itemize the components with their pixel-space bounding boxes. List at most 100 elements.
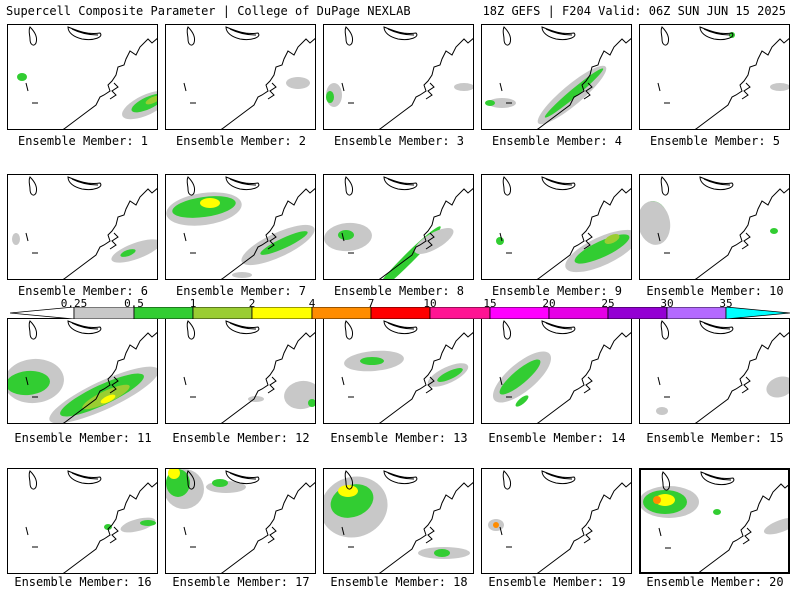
legend-swatch bbox=[311, 307, 372, 319]
chesapeake-bay-outline bbox=[267, 376, 277, 394]
scp-contour-area bbox=[145, 95, 157, 105]
map-canvas bbox=[324, 470, 473, 573]
scp-contour-area bbox=[493, 522, 499, 528]
map-canvas bbox=[166, 176, 315, 279]
inland-lake-marks bbox=[657, 232, 670, 254]
map-panel-member-9 bbox=[481, 174, 632, 280]
scp-contour-area bbox=[655, 494, 675, 506]
chesapeake-bay-outline bbox=[267, 82, 277, 100]
chesapeake-bay-outline bbox=[109, 232, 119, 250]
map-panel-member-2 bbox=[165, 24, 316, 130]
chesapeake-bay-outline bbox=[109, 526, 119, 544]
inland-lake-marks bbox=[183, 232, 196, 254]
map-panel-member-8 bbox=[323, 174, 474, 280]
scp-contour-area bbox=[437, 368, 463, 382]
legend-tick-label: 0.25 bbox=[60, 297, 88, 310]
map-panel-member-13 bbox=[323, 318, 474, 424]
lake-erie-ontario-outline bbox=[67, 470, 102, 484]
atlantic-coastline bbox=[62, 188, 157, 279]
atlantic-coastline bbox=[698, 483, 788, 572]
map-panel-member-4 bbox=[481, 24, 632, 130]
scp-contour-area bbox=[260, 231, 308, 255]
scp-contour-area bbox=[604, 234, 620, 244]
map-canvas bbox=[183, 320, 315, 423]
lake-michigan-outline bbox=[661, 471, 670, 491]
lake-erie-ontario-outline bbox=[541, 320, 576, 334]
legend-tick-label: 30 bbox=[660, 297, 674, 310]
run-valid-time: 18Z GEFS | F204 Valid: 06Z SUN JUN 15 20… bbox=[482, 4, 786, 18]
scp-contour-area bbox=[770, 83, 789, 91]
map-canvas bbox=[488, 470, 631, 573]
panel-caption: Ensemble Member: 1 bbox=[17, 134, 149, 148]
scp-contour-area bbox=[766, 376, 789, 398]
atlantic-coastline bbox=[694, 38, 789, 129]
scp-contour-area bbox=[308, 399, 315, 407]
map-panel-member-20 bbox=[639, 468, 790, 574]
scp-contour-area bbox=[100, 394, 116, 404]
inland-lake-marks bbox=[183, 376, 196, 398]
lake-erie-ontario-outline bbox=[67, 26, 102, 40]
map-panel-member-19 bbox=[481, 468, 632, 574]
map-panel-member-14 bbox=[481, 318, 632, 424]
lake-erie-ontario-outline bbox=[225, 320, 260, 334]
map-canvas bbox=[12, 176, 157, 279]
lake-michigan-outline bbox=[186, 470, 195, 490]
panel-caption: Ensemble Member: 20 bbox=[646, 575, 784, 589]
panel-caption: Ensemble Member: 3 bbox=[333, 134, 465, 148]
map-canvas bbox=[640, 176, 789, 279]
panel-caption: Ensemble Member: 17 bbox=[172, 575, 310, 589]
lake-erie-ontario-outline bbox=[225, 26, 260, 40]
lake-erie-ontario-outline bbox=[700, 471, 735, 485]
atlantic-coastline bbox=[694, 188, 789, 279]
lake-michigan-outline bbox=[28, 26, 37, 46]
chesapeake-bay-outline bbox=[267, 526, 277, 544]
inland-lake-marks bbox=[25, 526, 38, 548]
inland-lake-marks bbox=[658, 527, 671, 549]
atlantic-coastline bbox=[536, 482, 631, 573]
map-canvas bbox=[25, 470, 157, 573]
scp-contour-area bbox=[488, 98, 516, 108]
lake-erie-ontario-outline bbox=[67, 176, 102, 190]
inland-lake-marks bbox=[657, 376, 670, 398]
inland-lake-marks bbox=[341, 526, 354, 548]
map-panel-member-15 bbox=[639, 318, 790, 424]
legend-swatch bbox=[489, 307, 550, 319]
panel-caption: Ensemble Member: 13 bbox=[330, 431, 468, 445]
map-panel-member-17 bbox=[165, 468, 316, 574]
legend-swatch bbox=[607, 307, 668, 319]
chesapeake-bay-outline bbox=[583, 376, 593, 394]
chesapeake-bay-outline bbox=[742, 527, 752, 545]
scp-contour-area bbox=[485, 100, 495, 106]
scp-contour-area bbox=[17, 73, 27, 81]
chesapeake-bay-outline bbox=[267, 232, 277, 250]
legend-tick-label: 20 bbox=[542, 297, 556, 310]
atlantic-coastline bbox=[378, 332, 473, 423]
atlantic-coastline bbox=[220, 332, 315, 423]
lake-erie-ontario-outline bbox=[383, 320, 418, 334]
chesapeake-bay-outline bbox=[109, 376, 119, 394]
legend-high-arrow bbox=[725, 307, 790, 319]
panel-caption: Ensemble Member: 8 bbox=[333, 284, 465, 298]
color-scale-bar bbox=[10, 307, 790, 319]
atlantic-coastline bbox=[536, 188, 631, 279]
scp-contour-area bbox=[338, 485, 358, 497]
atlantic-coastline bbox=[378, 38, 473, 129]
scp-contour-area bbox=[653, 496, 661, 504]
legend-tick-label: 35 bbox=[719, 297, 733, 310]
atlantic-coastline bbox=[378, 188, 473, 279]
legend-tick-label: 10 bbox=[423, 297, 437, 310]
lake-michigan-outline bbox=[28, 176, 37, 196]
legend-tick-label: 15 bbox=[483, 297, 497, 310]
chesapeake-bay-outline bbox=[741, 376, 751, 394]
panel-caption: Ensemble Member: 10 bbox=[646, 284, 784, 298]
lake-erie-ontario-outline bbox=[541, 470, 576, 484]
legend-tick-label: 2 bbox=[248, 297, 256, 310]
lake-erie-ontario-outline bbox=[383, 470, 418, 484]
chesapeake-bay-outline bbox=[425, 526, 435, 544]
map-canvas bbox=[656, 320, 789, 423]
map-panel-member-16 bbox=[7, 468, 158, 574]
lake-erie-ontario-outline bbox=[699, 26, 734, 40]
map-canvas bbox=[496, 176, 631, 279]
legend-swatch bbox=[251, 307, 313, 319]
atlantic-coastline bbox=[536, 332, 631, 423]
